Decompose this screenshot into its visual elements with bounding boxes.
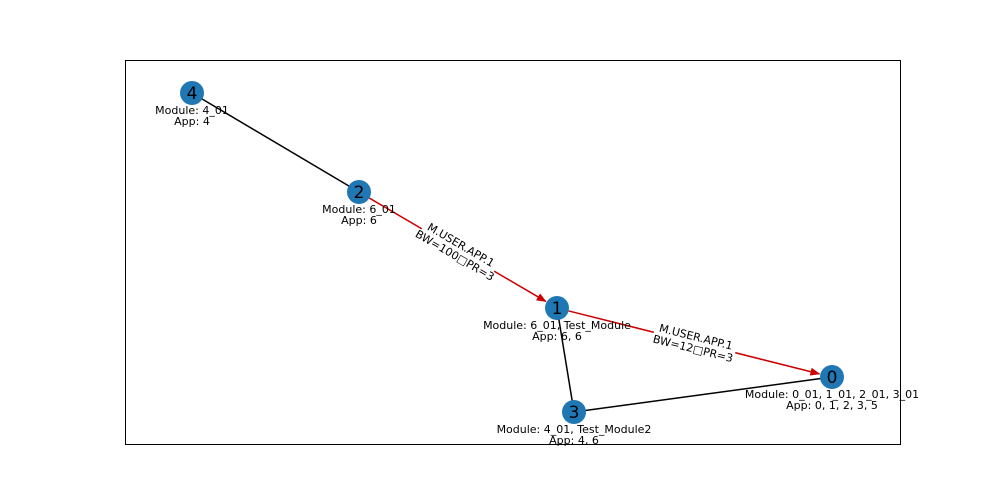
node-circle <box>347 180 371 204</box>
node-module-label: Module: 4_01 <box>155 104 229 117</box>
edge-labels-layer: M.USER.APP.1BW=100□PR=3 M.USER.APP.1BW=12… <box>413 216 739 367</box>
plot-frame <box>125 60 901 445</box>
edge-3-0 <box>573 376 833 413</box>
node-module-label: Module: 4_01, Test_Module2 <box>497 423 652 436</box>
edge-label-2-1: M.USER.APP.1BW=100□PR=3 <box>413 216 502 284</box>
node-app-label: App: 6, 6 <box>532 330 582 343</box>
node-circle <box>562 400 586 424</box>
edge-4-2 <box>191 92 360 193</box>
node-id-label: 4 <box>187 84 198 104</box>
edge-label-background <box>650 318 739 367</box>
node-app-label: App: 4, 6 <box>549 434 599 447</box>
node-circle <box>545 296 569 320</box>
edge-label-1-0: M.USER.APP.1BW=12□PR=3 <box>650 318 739 367</box>
node-circle <box>180 81 204 105</box>
node-id-label: 3 <box>569 403 580 423</box>
edge-1-3 <box>556 307 575 413</box>
node-circle <box>820 365 844 389</box>
node-app-label: App: 4 <box>174 115 210 128</box>
node-id-label: 2 <box>354 183 365 203</box>
node-module-label: Module: 6_01, Test_Module <box>483 319 631 332</box>
node-app-label: App: 0, 1, 2, 3, 5 <box>786 399 878 412</box>
node-id-label: 0 <box>827 368 838 388</box>
node-id-label: 1 <box>552 299 563 319</box>
edge-label-background <box>414 216 502 284</box>
node-app-label: App: 6 <box>341 214 377 227</box>
node-module-label: Module: 0_01, 1_01, 2_01, 3_01 <box>745 388 919 401</box>
edges-layer <box>191 92 833 413</box>
node-module-label: Module: 6_01 <box>322 203 396 216</box>
